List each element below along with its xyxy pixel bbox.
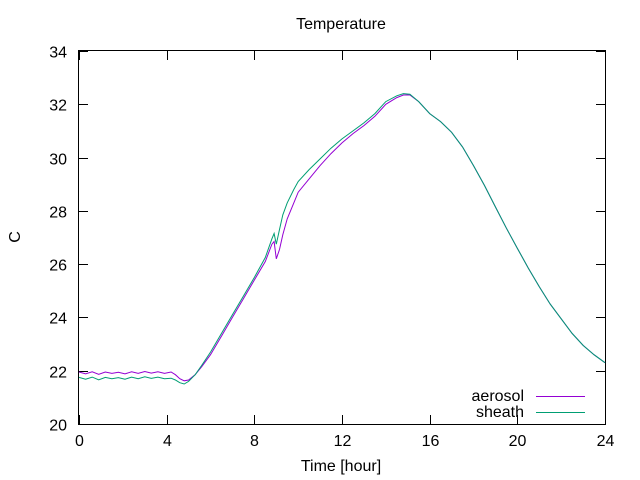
x-axis-label: Time [hour] — [301, 458, 381, 475]
series-lines — [78, 93, 606, 385]
y-tick-label: 30 — [49, 152, 67, 169]
x-tick-label: 0 — [75, 433, 84, 450]
chart-title: Temperature — [296, 16, 386, 33]
plot-frame — [78, 50, 606, 425]
y-tick-label: 24 — [49, 311, 67, 328]
y-axis-label: C — [7, 231, 24, 243]
series-line-aerosol — [78, 94, 606, 382]
y-tick-label: 22 — [49, 365, 67, 382]
y-tick-label: 28 — [49, 205, 67, 222]
y-tick-label: 34 — [49, 45, 67, 62]
y-tick-label: 20 — [49, 418, 67, 435]
y-axis: 20 22 24 26 28 30 32 34 — [49, 45, 605, 435]
y-tick-label: 26 — [49, 258, 67, 275]
x-tick-label: 12 — [334, 433, 352, 450]
x-tick-label: 16 — [422, 433, 440, 450]
legend-label-aerosol: aerosol — [472, 388, 524, 405]
x-tick-label: 24 — [597, 433, 615, 450]
x-tick-label: 20 — [509, 433, 527, 450]
legend-label-sheath: sheath — [476, 404, 524, 421]
x-axis: 0 4 8 12 16 20 24 — [75, 51, 615, 450]
x-tick-label: 8 — [250, 433, 259, 450]
y-tick-label: 32 — [49, 98, 67, 115]
series-line-sheath — [78, 93, 606, 385]
x-tick-label: 4 — [163, 433, 172, 450]
